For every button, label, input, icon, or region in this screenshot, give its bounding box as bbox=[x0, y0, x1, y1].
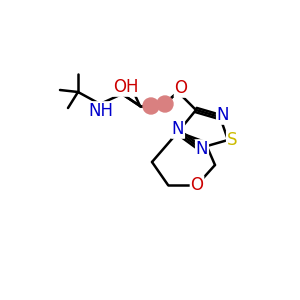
Circle shape bbox=[143, 98, 159, 114]
Text: NH: NH bbox=[88, 102, 113, 120]
Text: S: S bbox=[227, 131, 237, 149]
Circle shape bbox=[157, 96, 173, 112]
Text: N: N bbox=[196, 140, 208, 158]
Text: O: O bbox=[190, 176, 203, 194]
Text: O: O bbox=[175, 79, 188, 97]
Text: OH: OH bbox=[113, 78, 139, 96]
Text: N: N bbox=[172, 120, 184, 138]
Text: N: N bbox=[217, 106, 229, 124]
